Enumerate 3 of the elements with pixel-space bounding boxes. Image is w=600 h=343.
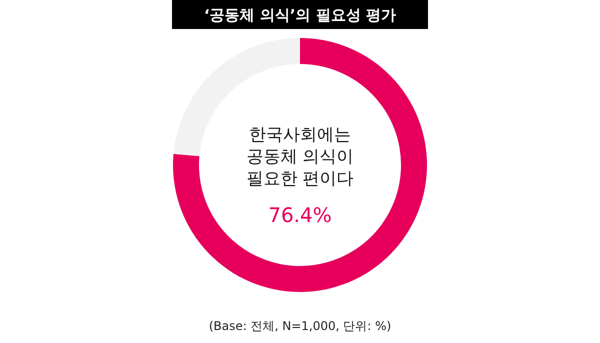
text: (Base: 전체, N=1,000, 단위: %)	[208, 319, 392, 333]
title: ‘공동체 의식’의 필요성 평가	[172, 0, 428, 29]
chart-title: ‘공동체 의식’의 필요성 평가	[204, 6, 396, 24]
